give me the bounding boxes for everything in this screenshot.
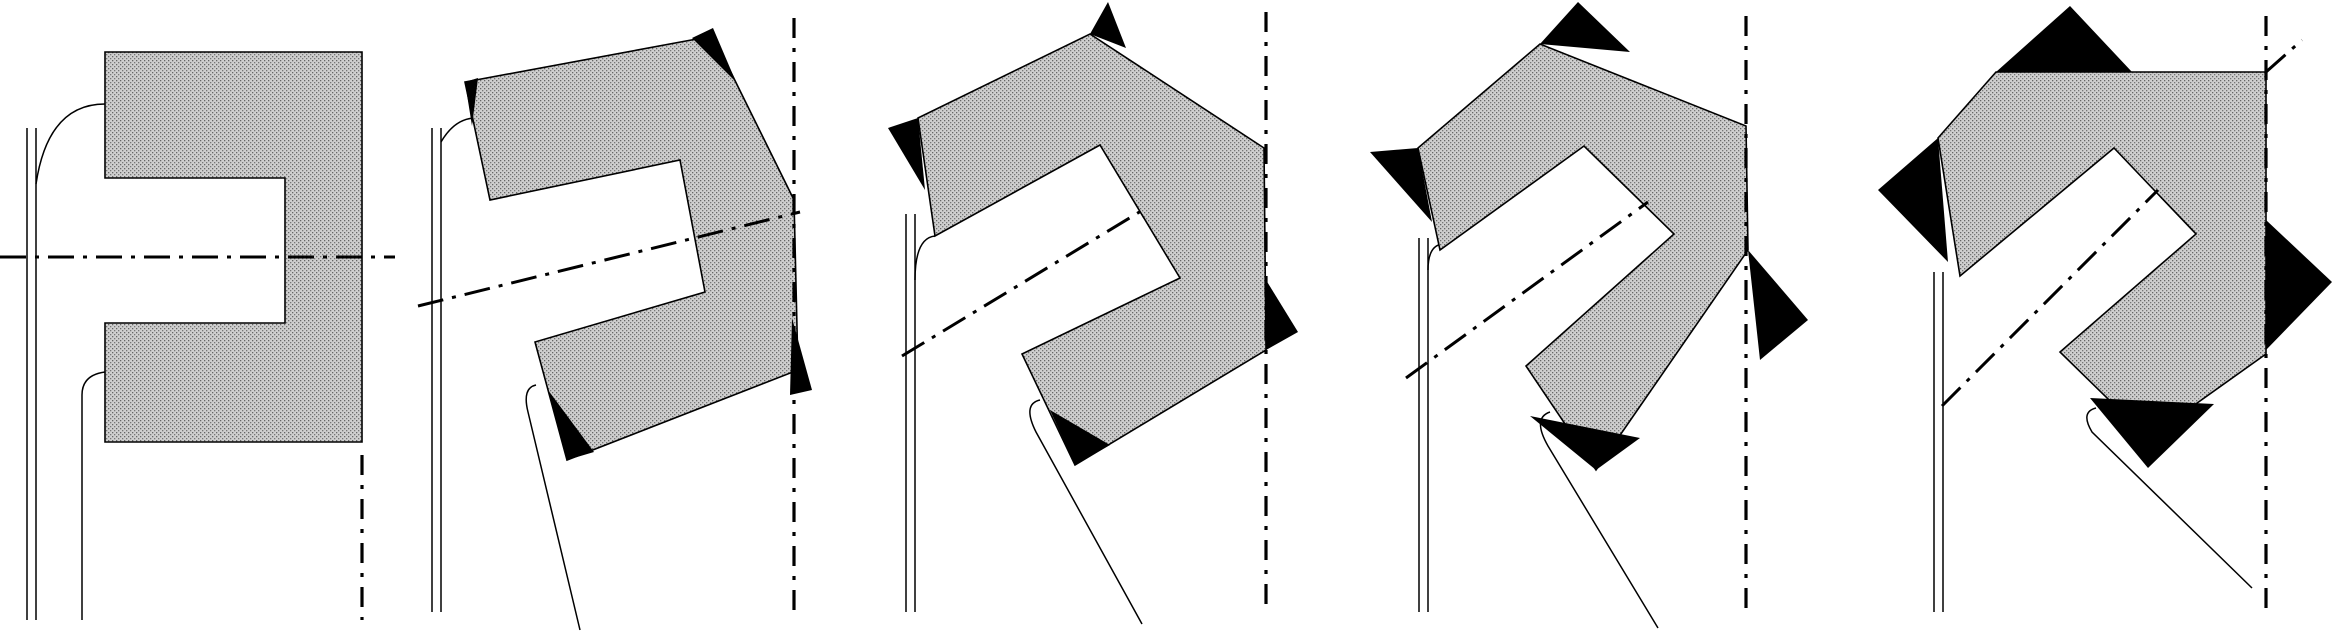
panel-stage-1 <box>0 51 395 620</box>
c-block <box>1937 71 2267 440</box>
c-block <box>104 51 363 443</box>
wedge-top-right <box>692 28 736 82</box>
c-block <box>464 35 799 462</box>
panel-stage-4 <box>1370 2 1808 629</box>
center-axis <box>1940 188 2160 408</box>
upper-fillet-lip <box>35 103 106 185</box>
wedge-top-right <box>1540 2 1630 52</box>
wedge-right <box>2266 220 2332 350</box>
wedge-top-left <box>1370 148 1432 222</box>
upper-fillet-lip <box>914 235 936 281</box>
wedge-top-right <box>1090 2 1126 48</box>
lower-fillet-lip <box>1029 399 1143 625</box>
wedge-top-left <box>888 118 925 190</box>
lower-fillet-lip <box>81 371 106 620</box>
center-axis <box>1405 200 1649 380</box>
center-axis <box>417 210 801 308</box>
wedge-bottom-left <box>548 390 594 460</box>
lower-fillet-lip <box>525 384 581 631</box>
panel-stage-2 <box>417 18 812 631</box>
wedge-top-left <box>1878 138 1948 262</box>
upper-fillet-lip <box>440 117 477 143</box>
wedge-bottom-left <box>1050 410 1110 465</box>
wedge-bottom <box>2090 398 2214 468</box>
wedge-right <box>1748 250 1808 360</box>
wedge-bottom-left <box>1530 416 1640 470</box>
panel-stage-3 <box>888 2 1298 625</box>
wedge-top <box>1996 6 2132 72</box>
c-block <box>917 33 1267 467</box>
c-block <box>1417 43 1749 472</box>
panel-stage-5 <box>1878 6 2332 612</box>
lower-fillet-lip <box>2086 407 2253 589</box>
wedge-top-left <box>465 78 478 126</box>
wedge-right <box>1266 280 1298 350</box>
lower-fillet-lip <box>1539 411 1659 629</box>
center-axis-extension <box>2265 38 2303 74</box>
